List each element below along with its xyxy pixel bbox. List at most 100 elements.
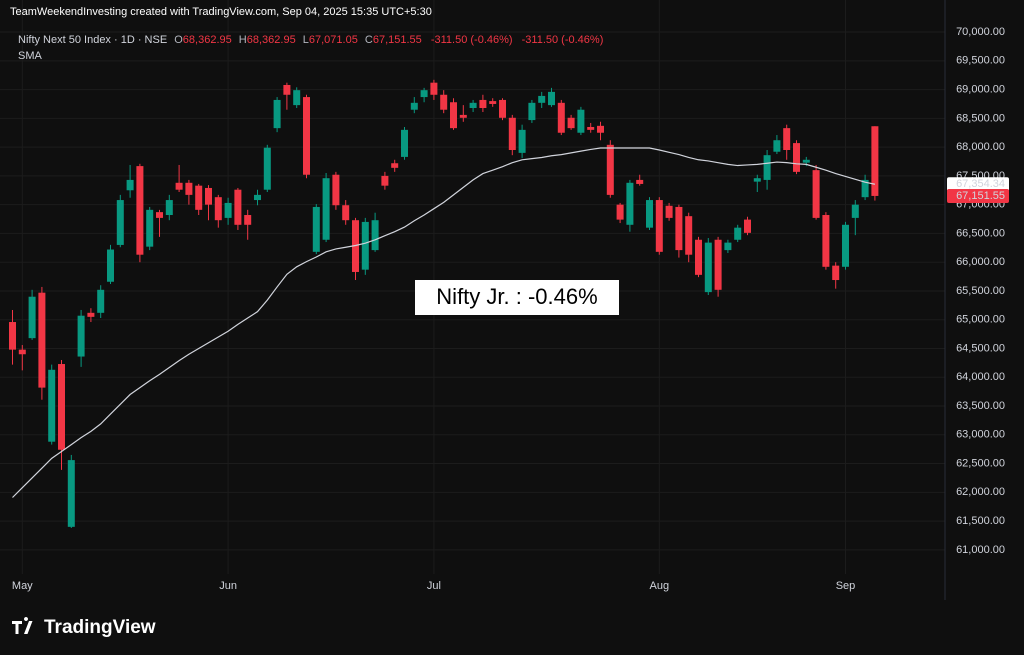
legend-change: -311.50 (-0.46%) [431,34,513,46]
candle-body [116,200,124,245]
sma-line [12,147,876,498]
candle-body [655,200,663,252]
candle-body [361,221,369,270]
candle-body [254,194,261,201]
candle-body [430,82,438,95]
candle-body [450,102,457,129]
x-tick-label: Aug [650,580,670,592]
candle-body [577,109,585,133]
legend-key: L [303,34,309,46]
candle-body [322,178,330,240]
legend-value: 68,362.95 [247,34,296,46]
candle-body [665,205,673,218]
candle-body [58,364,65,450]
x-tick-label: May [12,580,33,592]
candle-body [744,219,751,233]
candle-body [77,315,85,357]
candle-body [273,99,281,129]
y-tick-label: 68,000.00 [956,141,1005,153]
candle-body [802,159,810,163]
candle-body [293,90,301,106]
candle-body [538,95,546,103]
annotation-box [415,280,619,315]
candle-body [381,175,389,186]
legend-key: O [174,34,183,46]
candle-body [695,239,702,275]
candle-body [812,170,820,218]
candle-body [724,242,732,251]
candle-body [646,200,653,228]
legend-value: 68,362.95 [183,34,232,46]
legend-value: 67,071.05 [309,34,358,46]
candle-body [626,182,634,225]
candle-body [410,102,418,110]
candle-body [38,292,46,388]
logo-icon [12,617,33,634]
logo-text: TradingView [44,617,156,638]
x-tick-label: Sep [836,580,856,592]
y-tick-label: 63,500.00 [956,400,1005,412]
candle-body [518,129,526,153]
candle-body [156,212,163,218]
y-tick-label: 63,000.00 [956,429,1005,441]
candle-body [773,140,781,152]
candle-body [146,209,154,247]
y-tick-label: 69,000.00 [956,83,1005,95]
candle-body [391,163,399,168]
candle-body [195,185,203,210]
y-tick-label: 61,500.00 [956,515,1005,527]
annotation: Nifty Jr. : -0.46% [436,284,597,309]
candle-body [685,216,693,255]
candle-body [489,101,497,104]
candle-body [459,114,467,118]
candle-body [832,265,840,281]
y-tick-label: 65,000.00 [956,314,1005,326]
candle-body [28,296,36,339]
candle-body [861,179,869,198]
candle-body [136,166,144,255]
candle-body [371,220,379,251]
legend-value: 67,151.55 [373,34,422,46]
candle-body [842,224,849,267]
candle-body [479,99,487,108]
x-tick-label: Jun [219,580,237,592]
candle-body [87,312,95,317]
candle-body [606,144,614,195]
legend-symbol: Nifty Next 50 Index · 1D · NSE [18,34,167,46]
candle-body [528,102,536,121]
candle-body [205,187,212,205]
candle-body [636,179,644,184]
candle-body [597,125,604,133]
candle-body [107,249,114,282]
candle-body [851,204,859,218]
candle-body [616,204,624,220]
y-tick-label: 68,500.00 [956,112,1005,124]
candle-body [420,90,428,98]
candle-body [675,206,683,251]
price-label-box [947,188,1009,203]
candle-body [587,126,595,130]
candle-body [165,200,173,216]
candle-body [244,215,252,225]
candle-body [175,182,183,190]
legend: Nifty Next 50 Index · 1D · NSE O68,362.9… [18,34,603,46]
legend-key: C [365,34,373,46]
candle-body [214,197,222,221]
candle-body [508,117,516,150]
y-tick-label: 70,000.00 [956,26,1005,38]
candle-body [567,117,575,129]
y-tick-label: 62,000.00 [956,486,1005,498]
x-tick-label: Jul [427,580,441,592]
candle-body [753,178,761,182]
y-tick-label: 66,500.00 [956,227,1005,239]
candle-body [224,202,232,218]
y-tick-label: 66,000.00 [956,256,1005,268]
y-tick-label: 64,000.00 [956,371,1005,383]
candle-body [283,84,291,95]
logo: TradingView [12,617,156,638]
y-tick-label: 65,500.00 [956,285,1005,297]
candle-body [499,99,506,118]
candle-body [469,102,477,108]
candle-body [763,155,771,180]
candle-body [342,205,350,221]
